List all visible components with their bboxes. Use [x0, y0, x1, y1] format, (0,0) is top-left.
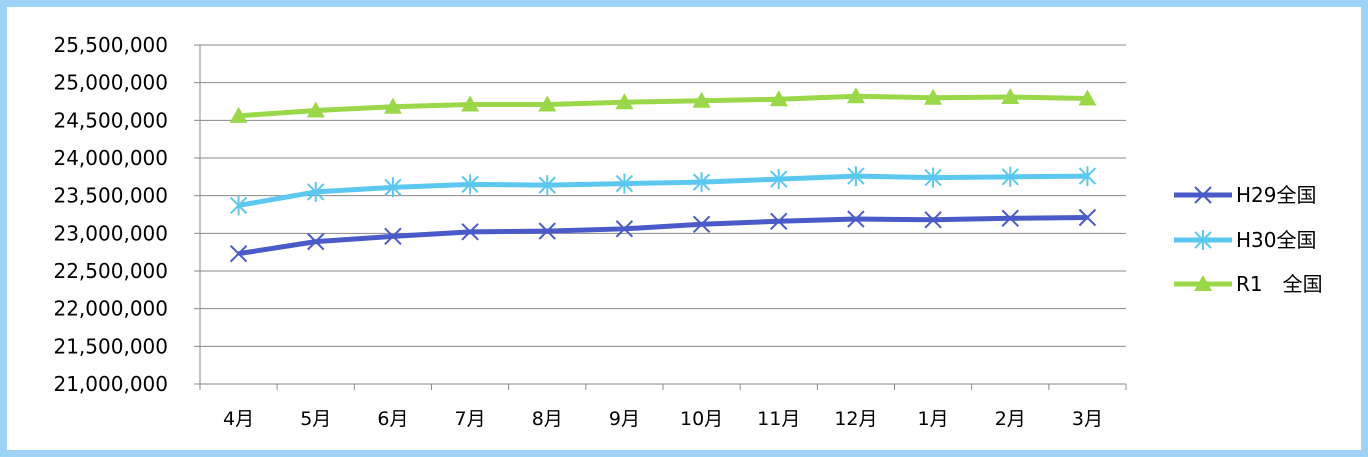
data-point-marker	[1194, 275, 1212, 291]
legend: H29全国 H30全国 R1 全国	[1174, 183, 1323, 296]
legend-item-2: H30全国	[1174, 228, 1317, 252]
legend-item-1: H29全国	[1174, 183, 1317, 207]
data-point-marker	[769, 90, 788, 107]
data-point-marker	[1001, 166, 1019, 187]
data-point-marker	[924, 167, 942, 188]
x-tick-label: 4月	[223, 408, 254, 430]
gridlines	[200, 44, 1126, 347]
series-2	[229, 166, 1097, 216]
x-tick-label: 10月	[680, 408, 723, 430]
data-point-marker	[1194, 230, 1212, 250]
y-tick-label: 25,500,000	[53, 33, 168, 57]
data-point-marker	[306, 101, 325, 118]
data-point-marker	[461, 174, 479, 195]
data-point-marker	[1001, 87, 1020, 104]
x-tick-label: 3月	[1072, 408, 1103, 430]
data-point-marker	[615, 220, 634, 238]
y-tick-label: 22,500,000	[53, 259, 168, 283]
y-tick-label: 24,500,000	[53, 108, 168, 132]
data-point-marker	[384, 227, 402, 246]
x-axis-ticks: 4月 5月 6月 7月 8月 9月 10月 11月 12月 1月 2月 3月	[199, 384, 1127, 430]
data-point-marker	[847, 166, 865, 187]
data-point-marker	[846, 87, 865, 104]
data-point-marker	[1078, 208, 1097, 227]
y-tick-label: 23,000,000	[53, 221, 168, 245]
y-axis-ticks: 21,000,000 21,500,000 22,000,000 22,500,000…	[53, 33, 200, 396]
y-tick-label: 22,000,000	[53, 297, 168, 321]
data-point-marker	[307, 232, 325, 251]
legend-label: R1 全国	[1236, 272, 1323, 296]
y-tick-label: 21,500,000	[53, 334, 168, 358]
x-tick-label: 5月	[300, 408, 331, 430]
data-point-marker	[692, 215, 711, 234]
data-point-marker	[847, 210, 865, 228]
x-tick-label: 1月	[918, 408, 949, 430]
data-point-marker	[924, 88, 943, 105]
data-point-marker	[770, 169, 788, 190]
data-point-marker	[692, 91, 711, 108]
data-point-marker	[384, 177, 402, 198]
data-point-marker	[229, 244, 248, 263]
data-point-marker	[538, 95, 557, 112]
data-point-marker	[615, 173, 634, 194]
x-tick-label: 9月	[609, 408, 640, 430]
series-1	[229, 208, 1097, 263]
series-line	[238, 173, 1088, 208]
y-tick-label: 21,000,000	[53, 372, 168, 396]
legend-item-3: R1 全国	[1174, 272, 1323, 296]
y-tick-label: 23,500,000	[53, 184, 168, 208]
data-point-marker	[1078, 166, 1097, 187]
series-3	[229, 87, 1097, 123]
y-tick-label: 24,000,000	[53, 146, 168, 170]
data-point-marker	[770, 212, 788, 230]
data-point-marker	[692, 172, 711, 193]
legend-label: H29全国	[1236, 183, 1317, 207]
x-tick-label: 12月	[834, 408, 877, 430]
data-point-marker	[538, 175, 556, 196]
data-point-marker	[615, 93, 634, 110]
y-tick-label: 25,000,000	[53, 71, 168, 95]
series-line	[238, 215, 1088, 257]
series-line	[238, 93, 1088, 119]
line-chart: 21,000,000 21,500,000 22,000,000 22,500,000…	[53, 33, 1323, 430]
data-point-marker	[383, 97, 402, 114]
x-tick-label: 2月	[995, 408, 1026, 430]
series-layer	[229, 87, 1097, 263]
data-point-marker	[1078, 89, 1097, 106]
legend-label: H30全国	[1236, 228, 1317, 252]
data-point-marker	[307, 181, 325, 202]
data-point-marker	[461, 95, 480, 112]
x-tick-label: 11月	[757, 408, 800, 430]
data-point-marker	[538, 222, 556, 240]
data-point-marker	[229, 195, 248, 216]
data-point-marker	[1001, 209, 1019, 227]
data-point-marker	[924, 211, 942, 229]
x-tick-label: 8月	[532, 408, 563, 430]
data-point-marker	[229, 106, 248, 123]
x-tick-label: 7月	[455, 408, 486, 430]
x-tick-label: 6月	[377, 408, 408, 430]
data-point-marker	[461, 223, 479, 241]
data-point-marker	[1194, 186, 1212, 204]
